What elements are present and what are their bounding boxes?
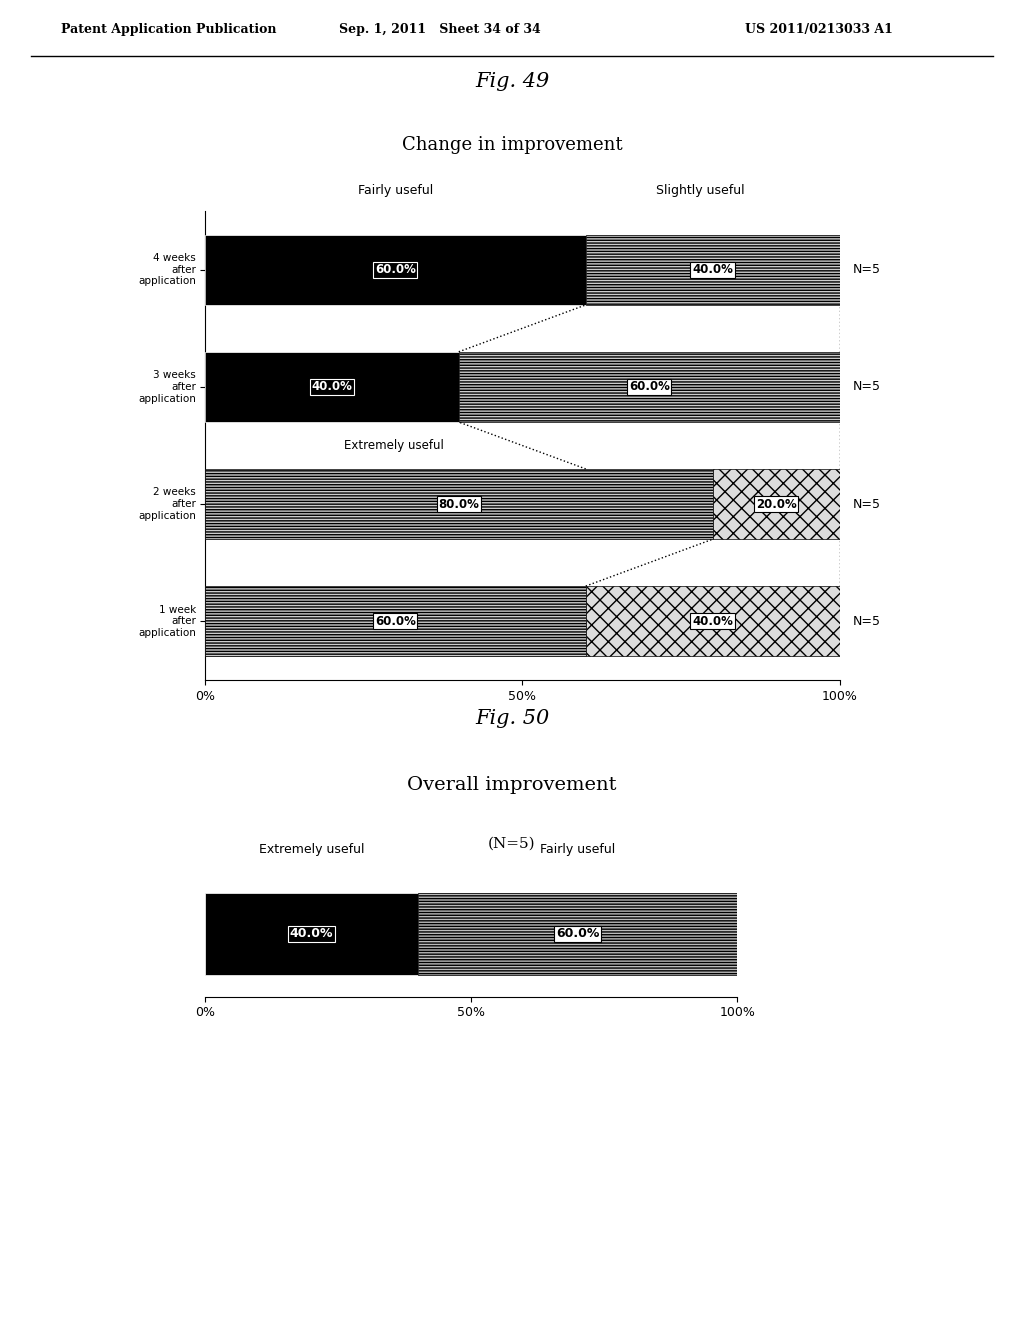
- Text: 40.0%: 40.0%: [311, 380, 352, 393]
- Text: 60.0%: 60.0%: [629, 380, 670, 393]
- Text: 40.0%: 40.0%: [692, 263, 733, 276]
- Text: 60.0%: 60.0%: [375, 615, 416, 628]
- Text: Fairly useful: Fairly useful: [540, 843, 615, 857]
- Text: 60.0%: 60.0%: [375, 263, 416, 276]
- Text: Change in improvement: Change in improvement: [401, 136, 623, 153]
- Bar: [205, 352, 459, 422]
- Text: 80.0%: 80.0%: [438, 498, 479, 511]
- Bar: [205, 469, 713, 539]
- Text: 20.0%: 20.0%: [756, 498, 797, 511]
- Text: N=5: N=5: [852, 615, 881, 628]
- Text: Fig. 49: Fig. 49: [475, 73, 549, 91]
- Text: Patent Application Publication: Patent Application Publication: [61, 24, 276, 36]
- Bar: [205, 894, 418, 974]
- Text: Extremely useful: Extremely useful: [344, 440, 444, 451]
- Text: (N=5): (N=5): [488, 837, 536, 851]
- Text: N=5: N=5: [852, 263, 881, 276]
- Bar: [713, 469, 840, 539]
- Text: Fairly useful: Fairly useful: [357, 185, 433, 197]
- Text: 40.0%: 40.0%: [290, 928, 333, 940]
- Bar: [586, 235, 840, 305]
- Bar: [205, 235, 586, 305]
- Bar: [205, 586, 586, 656]
- Bar: [586, 586, 840, 656]
- Text: Sep. 1, 2011   Sheet 34 of 34: Sep. 1, 2011 Sheet 34 of 34: [339, 24, 542, 36]
- Text: N=5: N=5: [852, 380, 881, 393]
- Text: Slightly useful: Slightly useful: [655, 185, 744, 197]
- Text: 60.0%: 60.0%: [556, 928, 599, 940]
- Text: Overall improvement: Overall improvement: [408, 776, 616, 793]
- Text: Extremely useful: Extremely useful: [258, 843, 365, 857]
- Bar: [418, 894, 737, 974]
- Bar: [459, 352, 840, 422]
- Text: US 2011/0213033 A1: US 2011/0213033 A1: [745, 24, 893, 36]
- Text: N=5: N=5: [852, 498, 881, 511]
- Text: Fig. 50: Fig. 50: [475, 709, 549, 729]
- Text: 40.0%: 40.0%: [692, 615, 733, 628]
